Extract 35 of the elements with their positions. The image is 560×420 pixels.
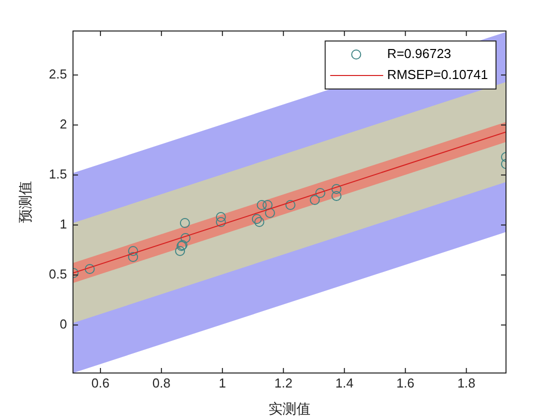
y-axis-title: 预测值 — [18, 181, 34, 223]
y-tick-label: 0 — [60, 316, 67, 332]
y-tick-label: 1 — [60, 216, 67, 232]
y-tick-label: 2 — [60, 116, 67, 132]
y-tick-label: 1.5 — [48, 166, 67, 182]
x-tick-label: 1.4 — [335, 375, 354, 390]
point — [216, 217, 226, 227]
point — [216, 212, 226, 222]
x-tick-label: 1.2 — [274, 375, 292, 390]
y-tick-label: 0.5 — [48, 266, 67, 282]
point — [310, 195, 320, 205]
legend-label: RMSEP=0.10741 — [387, 67, 488, 82]
point — [180, 218, 190, 228]
point — [285, 200, 296, 210]
x-tick-label: 1 — [218, 375, 226, 390]
x-tick-label: 1.8 — [457, 375, 476, 390]
point — [331, 191, 342, 201]
x-tick-label: 1.6 — [396, 375, 414, 390]
y-tick-label: 2.5 — [48, 66, 67, 82]
point — [84, 264, 95, 274]
point — [262, 200, 273, 210]
x-tick-label: 0.8 — [152, 375, 170, 390]
point — [128, 246, 138, 256]
point — [180, 233, 191, 243]
x-axis-title: 实测值 — [268, 401, 310, 418]
legend-label: R=0.96723 — [387, 46, 452, 62]
point — [264, 208, 275, 218]
point — [128, 252, 138, 262]
point — [256, 200, 267, 210]
point — [331, 184, 342, 194]
point — [175, 246, 186, 256]
x-tick-label: 0.6 — [91, 375, 110, 390]
point — [315, 188, 326, 198]
point — [254, 217, 264, 227]
point — [252, 214, 262, 224]
